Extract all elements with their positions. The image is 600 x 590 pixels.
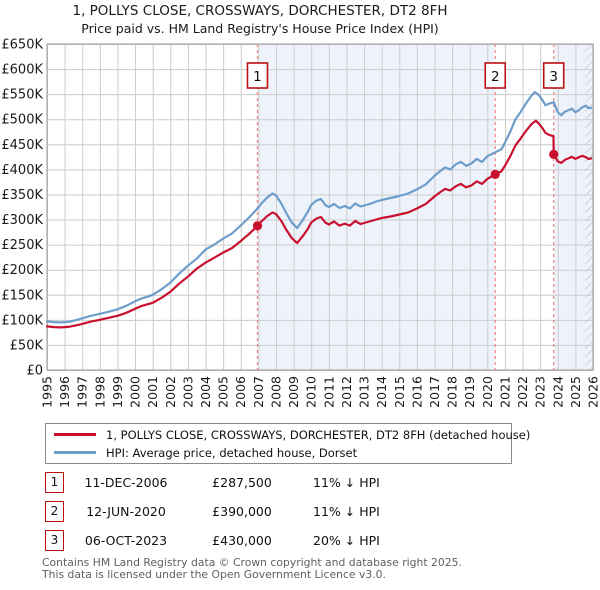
svg-text:1997: 1997 — [75, 376, 90, 408]
svg-text:£550K: £550K — [1, 88, 43, 103]
svg-text:2026: 2026 — [586, 376, 600, 408]
sale-date: 11-DEC-2006 — [84, 475, 168, 490]
sale-point-markers — [252, 149, 559, 231]
sale-price: £430,000 — [212, 533, 272, 548]
svg-text:1996: 1996 — [57, 376, 72, 408]
sale-hpi-delta: 11% ↓ HPI — [313, 504, 380, 519]
x-axis-labels: 1995 1996 1997 1998 1999 2000 2001 2002 2003 2004… — [40, 376, 600, 408]
legend-item-price-paid: 1, POLLYS CLOSE, CROSSWAYS, DORCHESTER, … — [46, 427, 530, 442]
sale-number-badge: 3 — [45, 530, 64, 551]
sale-row-3: 3 06-OCT-2023 £430,000 20% ↓ HPI — [0, 530, 600, 552]
sale-row-2: 2 12-JUN-2020 £390,000 11% ↓ HPI — [0, 501, 600, 523]
chart-legend: 1, POLLYS CLOSE, CROSSWAYS, DORCHESTER, … — [45, 423, 530, 464]
svg-text:2005: 2005 — [216, 376, 231, 408]
svg-text:2001: 2001 — [145, 376, 160, 408]
svg-text:£650K: £650K — [1, 38, 43, 53]
svg-text:2012: 2012 — [339, 376, 354, 408]
legend-label: 1, POLLYS CLOSE, CROSSWAYS, DORCHESTER, … — [106, 427, 531, 442]
sale-price: £287,500 — [212, 475, 272, 490]
y-axis-labels: £0 £50K £100K £150K £200K £250K £300K £350K £400… — [1, 38, 43, 379]
svg-text:1998: 1998 — [92, 376, 107, 408]
svg-text:2024: 2024 — [550, 376, 565, 408]
svg-text:£600K: £600K — [1, 63, 43, 78]
price-history-line-chart: 1 2 3£0£50K£100K£150K£200K£250K£300K£350K£… — [1, 38, 600, 408]
svg-text:2013: 2013 — [357, 376, 372, 408]
svg-text:2003: 2003 — [180, 376, 195, 408]
svg-text:2009: 2009 — [286, 376, 301, 408]
svg-text:2017: 2017 — [427, 376, 442, 408]
svg-text:2004: 2004 — [198, 376, 213, 408]
svg-text:£350K: £350K — [1, 188, 43, 203]
svg-text:2016: 2016 — [409, 376, 424, 408]
svg-text:2002: 2002 — [163, 376, 178, 408]
sale-number-badge: 1 — [45, 472, 64, 493]
svg-text:1995: 1995 — [40, 376, 55, 408]
sale-number-badge: 2 — [45, 501, 64, 522]
footer-line-1: Contains HM Land Registry data © Crown c… — [42, 556, 462, 569]
ownership-shading-bands — [257, 44, 593, 370]
chart-subtitle: Price paid vs. HM Land Registry's House … — [81, 21, 439, 36]
sale-date: 06-OCT-2023 — [84, 533, 168, 548]
sale-number-boxes: 1 2 3 — [246, 62, 565, 89]
svg-text:2007: 2007 — [251, 376, 266, 408]
svg-text:2020: 2020 — [480, 376, 495, 408]
svg-text:2018: 2018 — [445, 376, 460, 408]
svg-text:2006: 2006 — [233, 376, 248, 408]
future-hatch-band — [585, 44, 593, 370]
svg-text:2: 2 — [491, 69, 500, 85]
svg-text:2010: 2010 — [304, 376, 319, 408]
license-footer: Contains HM Land Registry data © Crown c… — [42, 557, 462, 581]
svg-text:£250K: £250K — [1, 238, 43, 253]
svg-text:£150K: £150K — [1, 288, 43, 303]
svg-text:2011: 2011 — [321, 376, 336, 408]
svg-text:2019: 2019 — [462, 376, 477, 408]
sale-row-1: 1 11-DEC-2006 £287,500 11% ↓ HPI — [0, 472, 600, 494]
sale-hpi-delta: 11% ↓ HPI — [313, 475, 380, 490]
svg-text:2014: 2014 — [374, 376, 389, 408]
hpi-line-swatch — [54, 451, 96, 454]
plot-border — [46, 43, 594, 371]
svg-text:1: 1 — [253, 69, 262, 85]
legend-item-hpi: HPI: Average price, detached house, Dors… — [46, 445, 511, 460]
svg-text:£50K: £50K — [10, 338, 44, 353]
svg-text:2022: 2022 — [515, 376, 530, 408]
hpi-series-line — [45, 90, 593, 324]
svg-text:2023: 2023 — [533, 376, 548, 408]
svg-text:£500K: £500K — [1, 113, 43, 128]
svg-text:2000: 2000 — [128, 376, 143, 408]
legend-label: HPI: Average price, detached house, Dors… — [106, 445, 358, 460]
price-paid-series-line — [45, 119, 593, 329]
svg-text:£400K: £400K — [1, 163, 43, 178]
svg-text:1999: 1999 — [110, 376, 125, 408]
svg-text:2025: 2025 — [568, 376, 583, 408]
svg-text:£0: £0 — [26, 364, 43, 379]
sale-date: 12-JUN-2020 — [86, 504, 166, 519]
sale-hpi-delta: 20% ↓ HPI — [313, 533, 380, 548]
svg-text:£300K: £300K — [1, 213, 43, 228]
svg-text:£200K: £200K — [1, 263, 43, 278]
sale-price: £390,000 — [212, 504, 272, 519]
svg-text:2008: 2008 — [268, 376, 283, 408]
svg-text:2015: 2015 — [392, 376, 407, 408]
svg-text:3: 3 — [549, 69, 558, 85]
svg-text:£450K: £450K — [1, 138, 43, 153]
chart-title: 1, POLLYS CLOSE, CROSSWAYS, DORCHESTER, … — [72, 3, 448, 19]
price-paid-line-swatch — [54, 433, 96, 436]
svg-text:£100K: £100K — [1, 313, 43, 328]
footer-line-2: This data is licensed under the Open Gov… — [42, 568, 386, 581]
svg-text:2021: 2021 — [497, 376, 512, 408]
